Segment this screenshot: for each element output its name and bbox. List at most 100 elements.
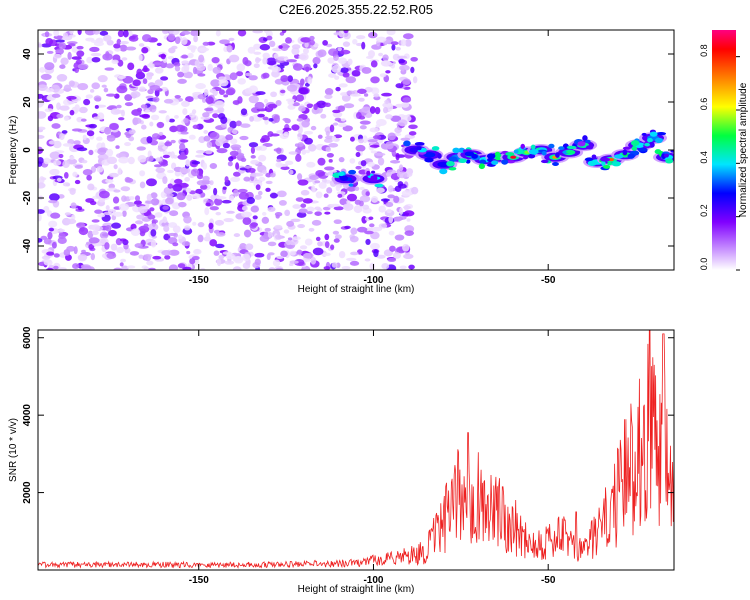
band-speckle	[585, 139, 591, 143]
noise-speckle	[381, 262, 390, 270]
noise-speckle	[142, 78, 148, 85]
noise-speckle	[120, 109, 125, 117]
noise-speckle	[272, 259, 281, 267]
noise-speckle	[218, 254, 225, 260]
band-speckle	[607, 161, 613, 166]
noise-speckle	[280, 166, 290, 171]
noise-speckle	[386, 169, 397, 174]
noise-speckle	[378, 205, 386, 213]
noise-speckle	[271, 70, 280, 78]
noise-speckle	[146, 74, 153, 80]
noise-speckle	[231, 129, 238, 135]
noise-speckle	[349, 158, 356, 164]
noise-speckle	[391, 44, 396, 51]
noise-speckle	[408, 131, 417, 136]
noise-speckle	[146, 260, 154, 266]
noise-speckle	[228, 195, 235, 201]
colorbar-tick-label: 0.6	[699, 98, 709, 111]
noise-speckle	[178, 201, 187, 208]
noise-speckle	[223, 94, 229, 98]
noise-speckle	[91, 224, 100, 232]
noise-speckle	[355, 165, 362, 170]
noise-speckle	[129, 251, 140, 256]
noise-speckle	[226, 45, 233, 53]
noise-speckle	[105, 51, 110, 59]
noise-speckle	[120, 186, 131, 192]
band-core	[510, 155, 517, 159]
noise-speckle	[192, 193, 201, 199]
y-tick-label: 6000	[22, 326, 33, 349]
noise-speckle	[338, 123, 347, 128]
noise-speckle	[198, 47, 210, 52]
noise-speckle	[147, 214, 156, 220]
noise-speckle	[195, 188, 203, 195]
noise-speckle	[44, 108, 54, 113]
noise-speckle	[138, 86, 146, 92]
noise-speckle	[117, 75, 126, 80]
noise-speckle	[177, 78, 187, 84]
band-speckle	[630, 140, 640, 147]
band-speckle	[424, 157, 434, 163]
noise-speckle	[397, 55, 408, 59]
noise-speckle	[77, 30, 82, 36]
noise-speckle	[74, 164, 83, 169]
noise-speckle	[136, 214, 145, 220]
noise-speckle	[331, 262, 338, 268]
band-speckle	[541, 150, 547, 156]
noise-speckle	[242, 253, 251, 262]
noise-speckle	[324, 94, 333, 100]
noise-speckle	[92, 30, 100, 35]
band-speckle	[528, 153, 536, 159]
noise-speckle	[349, 260, 360, 266]
noise-speckle	[265, 180, 273, 185]
noise-speckle	[192, 124, 200, 130]
noise-speckle	[117, 30, 124, 38]
noise-speckle	[197, 222, 205, 228]
noise-speckle	[110, 243, 118, 251]
noise-speckle	[181, 37, 188, 45]
noise-speckle	[225, 134, 234, 141]
noise-speckle	[226, 210, 235, 214]
band-speckle	[416, 146, 422, 151]
band-speckle	[644, 142, 650, 147]
noise-speckle	[387, 185, 394, 193]
band-speckle	[506, 160, 515, 164]
noise-speckle	[237, 78, 247, 85]
noise-speckle	[238, 192, 250, 200]
noise-speckle	[96, 136, 103, 141]
noise-speckle	[255, 184, 261, 191]
noise-speckle	[141, 34, 152, 42]
band-speckle	[458, 158, 467, 164]
noise-speckle	[151, 219, 158, 224]
noise-speckle	[374, 106, 381, 115]
noise-speckle	[349, 93, 361, 97]
noise-speckle	[249, 172, 261, 177]
noise-speckle	[48, 220, 58, 228]
noise-speckle	[338, 157, 345, 163]
noise-speckle	[312, 56, 321, 65]
noise-speckle	[139, 231, 146, 237]
noise-speckle	[245, 72, 253, 77]
noise-speckle	[230, 144, 242, 150]
band-speckle	[437, 153, 442, 159]
noise-speckle	[66, 245, 76, 252]
noise-speckle	[67, 51, 72, 60]
noise-speckle	[73, 140, 81, 145]
noise-speckle	[337, 47, 342, 52]
noise-speckle	[59, 64, 66, 69]
noise-speckle	[267, 103, 278, 109]
noise-speckle	[239, 135, 249, 141]
noise-speckle	[86, 174, 92, 181]
band-core	[426, 153, 433, 157]
band-speckle	[374, 183, 384, 188]
noise-speckle	[39, 66, 46, 73]
noise-speckle	[97, 213, 106, 218]
noise-speckle	[44, 62, 55, 71]
noise-speckle	[207, 63, 213, 72]
noise-speckle	[369, 144, 380, 148]
noise-speckle	[273, 114, 280, 123]
noise-speckle	[298, 105, 306, 112]
noise-speckle	[137, 205, 148, 214]
noise-speckle	[332, 122, 339, 126]
noise-speckle	[121, 57, 128, 61]
